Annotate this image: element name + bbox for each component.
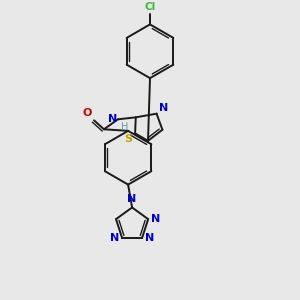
Text: N: N (145, 233, 154, 243)
Text: N: N (110, 233, 119, 243)
Text: H: H (121, 122, 128, 132)
Text: O: O (82, 108, 92, 118)
Text: N: N (108, 114, 117, 124)
Text: N: N (128, 194, 137, 205)
Text: S: S (124, 134, 132, 144)
Text: Cl: Cl (144, 2, 156, 13)
Text: N: N (159, 103, 168, 113)
Text: N: N (151, 214, 160, 224)
